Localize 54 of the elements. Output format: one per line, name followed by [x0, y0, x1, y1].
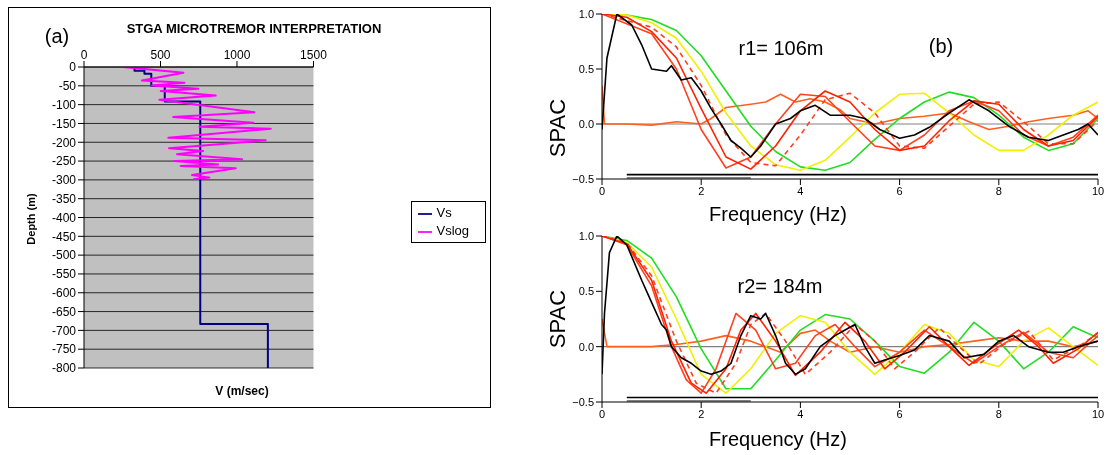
x-tick-label: 0: [80, 48, 88, 62]
y-tick-label: -450: [51, 229, 77, 244]
y-tick-label: −0.5: [572, 172, 594, 185]
x-axis-title: V (m/sec): [215, 384, 269, 398]
x-tick-label: 1000: [223, 48, 251, 62]
y-tick-label: -50: [58, 79, 77, 94]
annotation: r2= 184m: [737, 274, 823, 298]
y-tick-label: 1.0: [578, 229, 594, 242]
y-tick-label: -500: [51, 248, 77, 263]
y-axis-title: SPAC: [545, 98, 571, 158]
x-axis-title: Frequency (Hz): [709, 427, 847, 451]
y-tick-label: -400: [51, 210, 77, 225]
y-tick-label: 1.0: [578, 7, 594, 20]
annotation: (b): [928, 34, 954, 58]
y-tick-label: -200: [51, 135, 77, 150]
y-tick-label: -350: [51, 191, 77, 206]
x-tick-label: 8: [995, 407, 1002, 420]
x-tick-label: 2: [698, 184, 705, 197]
x-tick-label: 10: [1091, 407, 1105, 420]
x-axis-title: Frequency (Hz): [709, 202, 847, 226]
y-axis-title: Depth (m): [25, 193, 37, 245]
x-tick-label: 8: [995, 184, 1002, 197]
y-tick-label: -600: [51, 286, 77, 301]
x-tick-label: 6: [896, 184, 903, 197]
y-tick-label: -550: [51, 267, 77, 282]
x-tick-label: 0: [598, 407, 606, 420]
x-tick-label: 10: [1091, 184, 1105, 197]
y-tick-label: -150: [51, 116, 77, 131]
y-tick-label: -800: [51, 361, 77, 376]
x-tick-label: 2: [698, 407, 705, 420]
y-tick-label: -300: [51, 173, 77, 188]
x-tick-label: 1500: [300, 48, 328, 62]
y-tick-label: 0.0: [578, 340, 594, 353]
y-tick-label: -100: [51, 97, 77, 112]
annotation: r1= 106m: [738, 36, 824, 60]
x-tick-label: 500: [150, 48, 171, 62]
y-tick-label: -650: [51, 304, 77, 319]
y-tick-label: 0.5: [578, 62, 594, 75]
y-tick-label: 0.5: [578, 285, 594, 298]
legend-label: Vs: [436, 205, 452, 220]
y-axis-title: SPAC: [545, 289, 571, 349]
text: (a): [44, 24, 70, 48]
x-tick-label: 4: [797, 184, 804, 197]
x-tick-label: 6: [896, 407, 903, 420]
y-tick-label: -700: [51, 323, 77, 338]
y-tick-label: 0.0: [578, 117, 594, 130]
x-tick-label: 0: [598, 184, 606, 197]
y-tick-label: -750: [51, 342, 77, 357]
y-tick-label: -250: [51, 154, 77, 169]
chart-title: STGA MICROTREMOR INTERPRETATION: [126, 20, 382, 36]
y-tick-label: 0: [69, 60, 77, 75]
legend-label: Vslog: [436, 223, 469, 238]
x-tick-label: 4: [797, 407, 804, 420]
y-tick-label: −0.5: [572, 395, 594, 408]
